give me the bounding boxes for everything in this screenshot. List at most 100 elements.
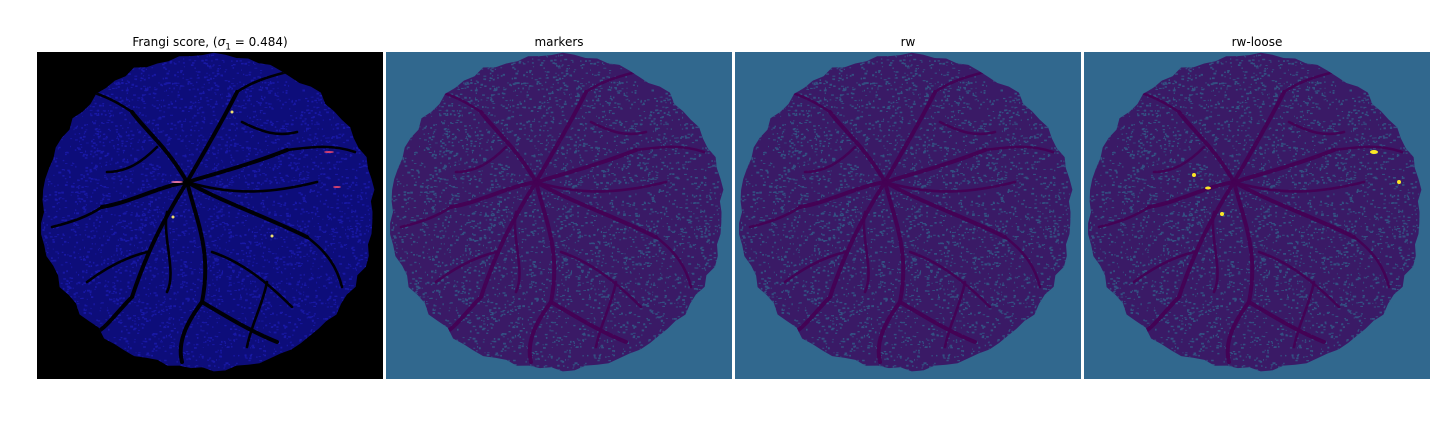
vessel-segment	[479, 180, 538, 299]
vessel-segment	[584, 70, 638, 94]
vessel-segment	[783, 250, 847, 284]
vessel-segment	[1232, 180, 1255, 304]
vessel-segment	[434, 250, 498, 284]
vessel-segment	[235, 70, 289, 94]
vessel-segment	[534, 180, 658, 239]
vessel-segment	[1097, 205, 1151, 229]
texture-speckle	[41, 52, 375, 372]
vessel-segment	[828, 110, 887, 184]
vessel-segment	[164, 210, 172, 294]
vessel-segment	[943, 280, 967, 349]
frangi-score-image	[37, 52, 383, 379]
highlight-fleck	[1192, 173, 1196, 177]
vessel-segment	[285, 145, 357, 154]
vessel-segment	[898, 300, 977, 344]
vessel-segment	[100, 180, 189, 209]
vessel-segment	[105, 145, 159, 174]
vessel-segment	[185, 148, 289, 184]
vessel-segment	[654, 235, 693, 289]
vessel-segment	[185, 90, 239, 184]
vessel-segment	[185, 180, 208, 304]
vessel-segment	[883, 180, 906, 304]
vessel-segment	[200, 300, 279, 344]
markers-canvas	[386, 52, 732, 379]
vessel-segment	[589, 120, 648, 136]
frangi-score-canvas	[37, 52, 383, 379]
vessel-segment	[883, 180, 1007, 239]
retina-texture	[739, 52, 1073, 372]
vessel-segment	[185, 180, 309, 239]
frangi-title-suffix: = 0.484)	[230, 35, 288, 49]
vessel-segment	[454, 145, 508, 174]
vessel-segment	[1282, 70, 1336, 94]
vessel-segment	[1287, 120, 1346, 136]
vessel-segment	[798, 180, 887, 209]
vessel-segment	[527, 300, 553, 364]
vessel-segment	[399, 205, 453, 229]
highlight-fleck	[1205, 186, 1211, 190]
vessel-segment	[130, 180, 189, 299]
vessel-segment	[1332, 145, 1404, 154]
frangi-title-subscript: 1	[225, 42, 231, 53]
rw-loose-image	[1084, 52, 1430, 379]
vessel-segment	[50, 205, 104, 229]
vessel-segment	[983, 145, 1055, 154]
vessel-segment	[883, 148, 987, 184]
retina-texture	[1088, 52, 1422, 372]
highlight-fleck	[171, 181, 183, 183]
texture-speckle	[390, 52, 724, 372]
vessel-segment	[1352, 235, 1391, 289]
markers-image	[386, 52, 732, 379]
vessel-segment	[748, 205, 802, 229]
vessel-segment	[883, 180, 1017, 193]
vessel-segment	[130, 110, 189, 184]
vessel-segment	[1225, 300, 1251, 364]
vessel-segment	[479, 110, 538, 184]
vessel-segment	[449, 180, 538, 209]
vessel-segment	[534, 180, 557, 304]
vessel-segment	[513, 210, 521, 294]
vessel-segment	[534, 148, 638, 184]
highlight-fleck	[324, 151, 334, 153]
vessel-segment	[240, 120, 299, 136]
vessel-segment	[245, 280, 269, 349]
texture-speckle	[1088, 52, 1422, 372]
highlight-fleck	[1220, 212, 1224, 216]
vessel-segment	[1003, 235, 1042, 289]
highlight-fleck	[230, 110, 234, 114]
vessel-segment	[594, 280, 618, 349]
vessel-segment	[803, 145, 857, 174]
highlight-fleck	[171, 215, 175, 219]
vessel-segment	[185, 180, 319, 193]
vessel-segment	[1211, 210, 1219, 294]
vessel-segment	[1232, 180, 1366, 193]
vessel-segment	[534, 90, 588, 184]
vessel-segment	[862, 210, 870, 294]
vessel-segment	[1132, 250, 1196, 284]
vessel-segment	[1232, 180, 1356, 239]
vessel-segment	[828, 180, 887, 299]
vessel-segment	[634, 145, 706, 154]
vessel-segment	[933, 70, 987, 94]
highlight-fleck	[333, 186, 341, 188]
vessel-segment	[549, 300, 628, 344]
rw-loose-canvas	[1084, 52, 1430, 379]
panel-title-markers: markers	[534, 35, 584, 49]
vessel-segment	[938, 120, 997, 136]
vessel-segment	[178, 300, 204, 364]
highlight-fleck	[1370, 150, 1378, 154]
frangi-title-prefix: Frangi score, (	[132, 35, 218, 49]
rw-canvas	[735, 52, 1081, 379]
panel-title-frangi: Frangi score, (σ1 = 0.484)	[37, 34, 383, 55]
vessel-segment	[876, 300, 902, 364]
highlight-fleck	[1397, 180, 1401, 184]
vessel-segment	[1232, 90, 1286, 184]
vessel-segment	[908, 250, 992, 309]
vessel-segment	[1247, 300, 1326, 344]
vessel-segment	[1232, 148, 1336, 184]
frangi-title-sigma: σ	[217, 35, 226, 49]
vessel-segment	[305, 235, 344, 289]
vessel-segment	[1257, 250, 1341, 309]
vessel-segment	[1292, 280, 1316, 349]
